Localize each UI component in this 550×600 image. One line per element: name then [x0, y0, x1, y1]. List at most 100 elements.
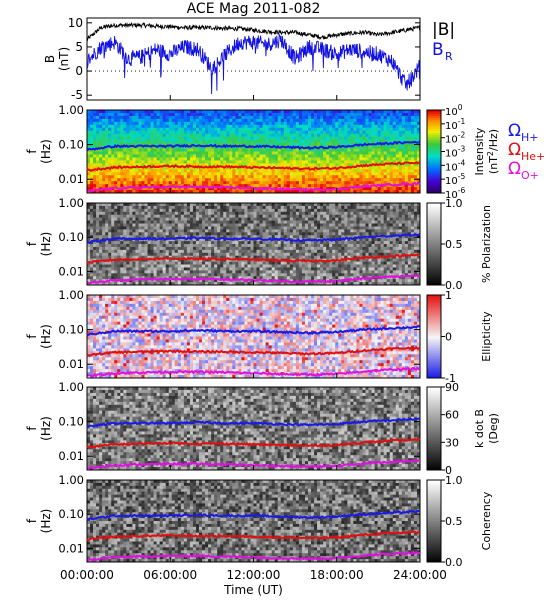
freq-ylabel-group: f (Hz) [25, 509, 53, 534]
gyro-line-h-plus [86, 325, 421, 337]
b-ylabel: B [43, 55, 57, 63]
gyro-line-he-plus [86, 530, 421, 542]
cb-tick-label: 10-2 [445, 131, 465, 146]
spectrogram-coherency [87, 480, 421, 563]
cb-tick-label: 0.0 [445, 556, 463, 569]
y-tick-label: 10 [68, 16, 83, 30]
gyro-line-he-plus [86, 160, 420, 172]
series-line-bmag [87, 21, 420, 42]
colorbar-title-group: Coherency [480, 491, 493, 550]
cb-tick-label: 10-4 [445, 158, 465, 173]
legend-br-subscript: R [445, 50, 453, 63]
freq-yunit: (Hz) [39, 232, 53, 257]
x-axis-label: Time (UT) [223, 583, 283, 597]
gyro-line-he-plus [86, 253, 421, 265]
colorbar-title-group: k dot B (Deg) [473, 409, 500, 448]
colorbar-title-group: Intensity (nT2/Hz) [473, 127, 500, 175]
y-tick-label: 0.01 [58, 264, 84, 278]
spectrogram-kdotb [87, 387, 421, 471]
colorbar-polarization [426, 202, 442, 286]
y-tick-label: 0.01 [58, 449, 84, 463]
freq-yunit: (Hz) [39, 324, 53, 349]
b-yunit: (nT) [57, 47, 71, 71]
freq-ylabel: f [25, 518, 39, 523]
freq-yunit: (Hz) [39, 139, 53, 164]
cb-tick-label: 0 [445, 331, 452, 344]
colorbar-title: k dot B [473, 409, 486, 448]
cb-tick-label: 90 [445, 381, 459, 394]
colorbar-title-group: Ellipticity [480, 311, 493, 362]
cb-tick-label: 10-1 [445, 117, 465, 132]
cb-tick-label: 60 [445, 409, 459, 422]
b-ylabel-group: B (nT) [43, 47, 71, 71]
y-tick-label: 0 [75, 64, 83, 78]
cb-tick-label: 10-3 [445, 145, 465, 160]
colorbar-title-group: % Polarization [480, 205, 493, 283]
freq-ylabel-group: f (Hz) [25, 139, 53, 164]
y-tick-label: 1.00 [58, 473, 84, 487]
cb-tick-label: 100 [445, 103, 463, 118]
x-tick-label: 18:00:00 [310, 568, 364, 582]
y-tick-label: 1.00 [58, 103, 84, 117]
freq-yunit: (Hz) [39, 509, 53, 534]
colorbar-title: Intensity [473, 127, 486, 175]
y-tick-label: 1.00 [58, 196, 84, 210]
series-line-br [87, 33, 420, 95]
cb-tick-label: 0.5 [445, 515, 463, 528]
freq-ylabel-group: f (Hz) [25, 416, 53, 441]
cb-tick-label: 1.0 [445, 197, 463, 210]
spectrogram-polarization [87, 203, 421, 286]
freq-ylabel: f [25, 334, 39, 339]
y-tick-label: -5 [71, 88, 83, 102]
gyro-line-h-plus [86, 232, 421, 245]
freq-ylabel: f [25, 426, 39, 431]
freq-yunit: (Hz) [39, 416, 53, 441]
legend-bmag: |B| [432, 20, 455, 40]
spectrogram-intensity [87, 110, 421, 194]
y-tick-label: 0.10 [58, 415, 84, 429]
colorbar-kdotb [426, 386, 442, 471]
freq-ylabel: f [25, 149, 39, 154]
gyro-line-h-plus [86, 140, 421, 152]
colorbar-coherency [426, 479, 442, 563]
cb-tick-label: 0.0 [445, 279, 463, 292]
legend-br: B [432, 40, 444, 60]
chart-title: ACE Mag 2011-082 [187, 1, 321, 17]
cb-tick-label: 30 [445, 436, 459, 449]
cb-tick-label: 1 [445, 289, 452, 302]
cb-tick-label: 1.0 [445, 474, 463, 487]
y-tick-label: 0.10 [58, 507, 84, 521]
y-tick-label: 0.01 [58, 541, 84, 555]
x-tick-label: 12:00:00 [227, 568, 281, 582]
freq-ylabel: f [25, 241, 39, 246]
cb-tick-label: -1 [445, 372, 456, 385]
cb-tick-label: 10-5 [445, 172, 465, 187]
y-tick-label: 0.10 [58, 323, 84, 337]
colorbar-unit: (nT2/Hz) [486, 129, 500, 174]
cb-tick-label: 0.5 [445, 238, 463, 251]
y-tick-label: 1.00 [58, 380, 84, 394]
gyro-line-h-plus [86, 417, 421, 428]
spectrogram-ellipticity [87, 295, 421, 379]
x-tick-label: 06:00:00 [143, 568, 197, 582]
colorbar-title: Ellipticity [480, 311, 493, 362]
cb-tick-label: 0 [445, 464, 452, 477]
y-tick-label: 1.00 [58, 288, 84, 302]
colorbar-ellipticity [426, 294, 442, 379]
freq-ylabel-group: f (Hz) [25, 324, 53, 349]
y-tick-label: 5 [75, 40, 83, 54]
gyro-line-h-plus [86, 509, 421, 521]
freq-ylabel-group: f (Hz) [25, 232, 53, 257]
gyro-line-he-plus [86, 437, 421, 449]
colorbar-title: % Polarization [480, 205, 493, 283]
x-tick-label: 24:00:00 [393, 568, 447, 582]
y-tick-label: 0.10 [58, 230, 84, 244]
x-tick-label: 00:00:00 [60, 568, 114, 582]
colorbar-title: Coherency [480, 491, 493, 550]
colorbar-unit: (Deg) [487, 413, 500, 444]
y-tick-label: 0.01 [58, 357, 84, 371]
colorbar-intensity [426, 109, 442, 194]
y-tick-label: 0.01 [58, 172, 84, 186]
gyro-line-he-plus [86, 346, 421, 357]
